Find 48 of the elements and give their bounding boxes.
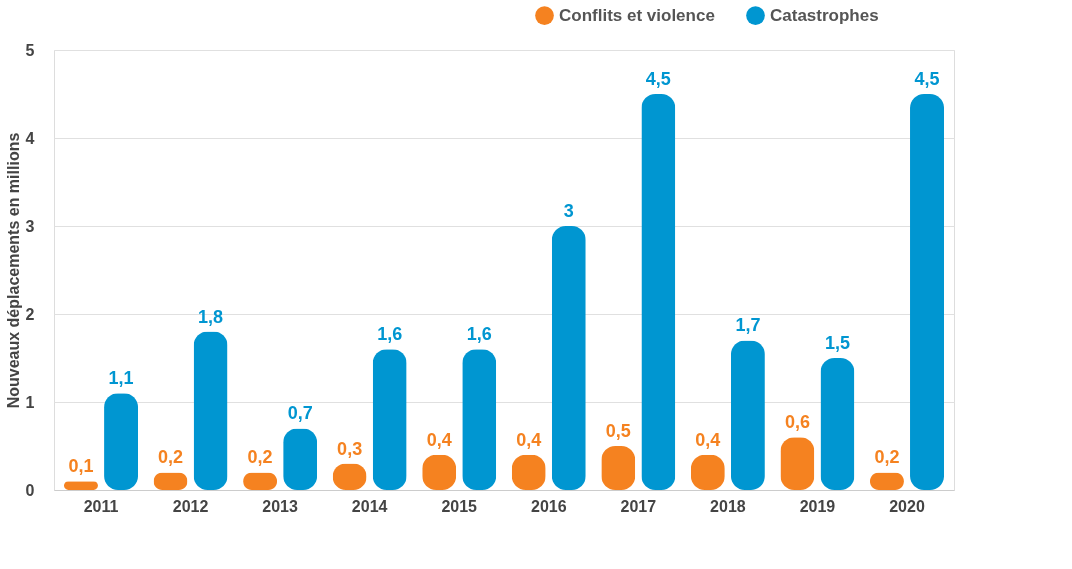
bar [372, 349, 407, 490]
data-label: 0,5 [605, 421, 631, 441]
data-label: 0,7 [287, 403, 313, 424]
x-tick-label: 2015 [441, 497, 478, 515]
bar [193, 331, 228, 490]
data-label: 1,6 [377, 324, 403, 345]
data-label: 1,8 [198, 306, 224, 327]
bar [551, 226, 586, 490]
legend-label: Catastrophes [770, 5, 879, 25]
y-tick-label: 1 [25, 393, 35, 411]
x-tick-label: 2016 [530, 497, 567, 515]
x-tick-label: 2011 [83, 497, 119, 515]
data-label: 0,6 [784, 412, 810, 433]
x-tick-label: 2019 [799, 497, 836, 515]
x-tick-label: 2020 [889, 497, 925, 515]
bar [730, 340, 765, 490]
x-tick-label: 2013 [262, 497, 299, 515]
y-tick-label: 2 [25, 305, 35, 323]
data-label: 1,5 [824, 333, 850, 353]
y-tick-label: 5 [25, 41, 35, 59]
x-tick-label: 2014 [351, 497, 388, 515]
x-tick-label: 2018 [710, 497, 746, 515]
data-label: 4,5 [914, 69, 940, 89]
data-label: 0,2 [874, 447, 900, 468]
bar [820, 358, 855, 490]
y-tick-label: 0 [25, 481, 35, 499]
data-label: 0,4 [426, 429, 452, 450]
data-label: 1,7 [735, 315, 761, 336]
data-label: 0,1 [68, 456, 94, 477]
bar [910, 94, 945, 490]
y-tick-label: 4 [25, 129, 35, 147]
y-axis-title: Nouveaux déplacements en millions [4, 132, 22, 409]
bar [104, 393, 139, 490]
data-label: 4,5 [645, 69, 671, 89]
data-label: 0,4 [516, 429, 542, 450]
data-label: 0,2 [247, 447, 273, 468]
bar [641, 94, 676, 490]
data-label: 1,1 [108, 368, 134, 389]
data-label: 1,6 [466, 324, 492, 345]
data-label: 0,2 [158, 447, 184, 468]
data-label: 0,4 [695, 429, 721, 450]
data-label: 0,3 [337, 438, 363, 459]
x-tick-label: 2017 [620, 497, 657, 515]
legend-label: Conflits et violence [559, 5, 715, 25]
y-tick-label: 3 [25, 217, 35, 235]
data-label: 3 [563, 201, 574, 221]
x-tick-label: 2012 [172, 497, 209, 515]
bar [462, 349, 497, 490]
